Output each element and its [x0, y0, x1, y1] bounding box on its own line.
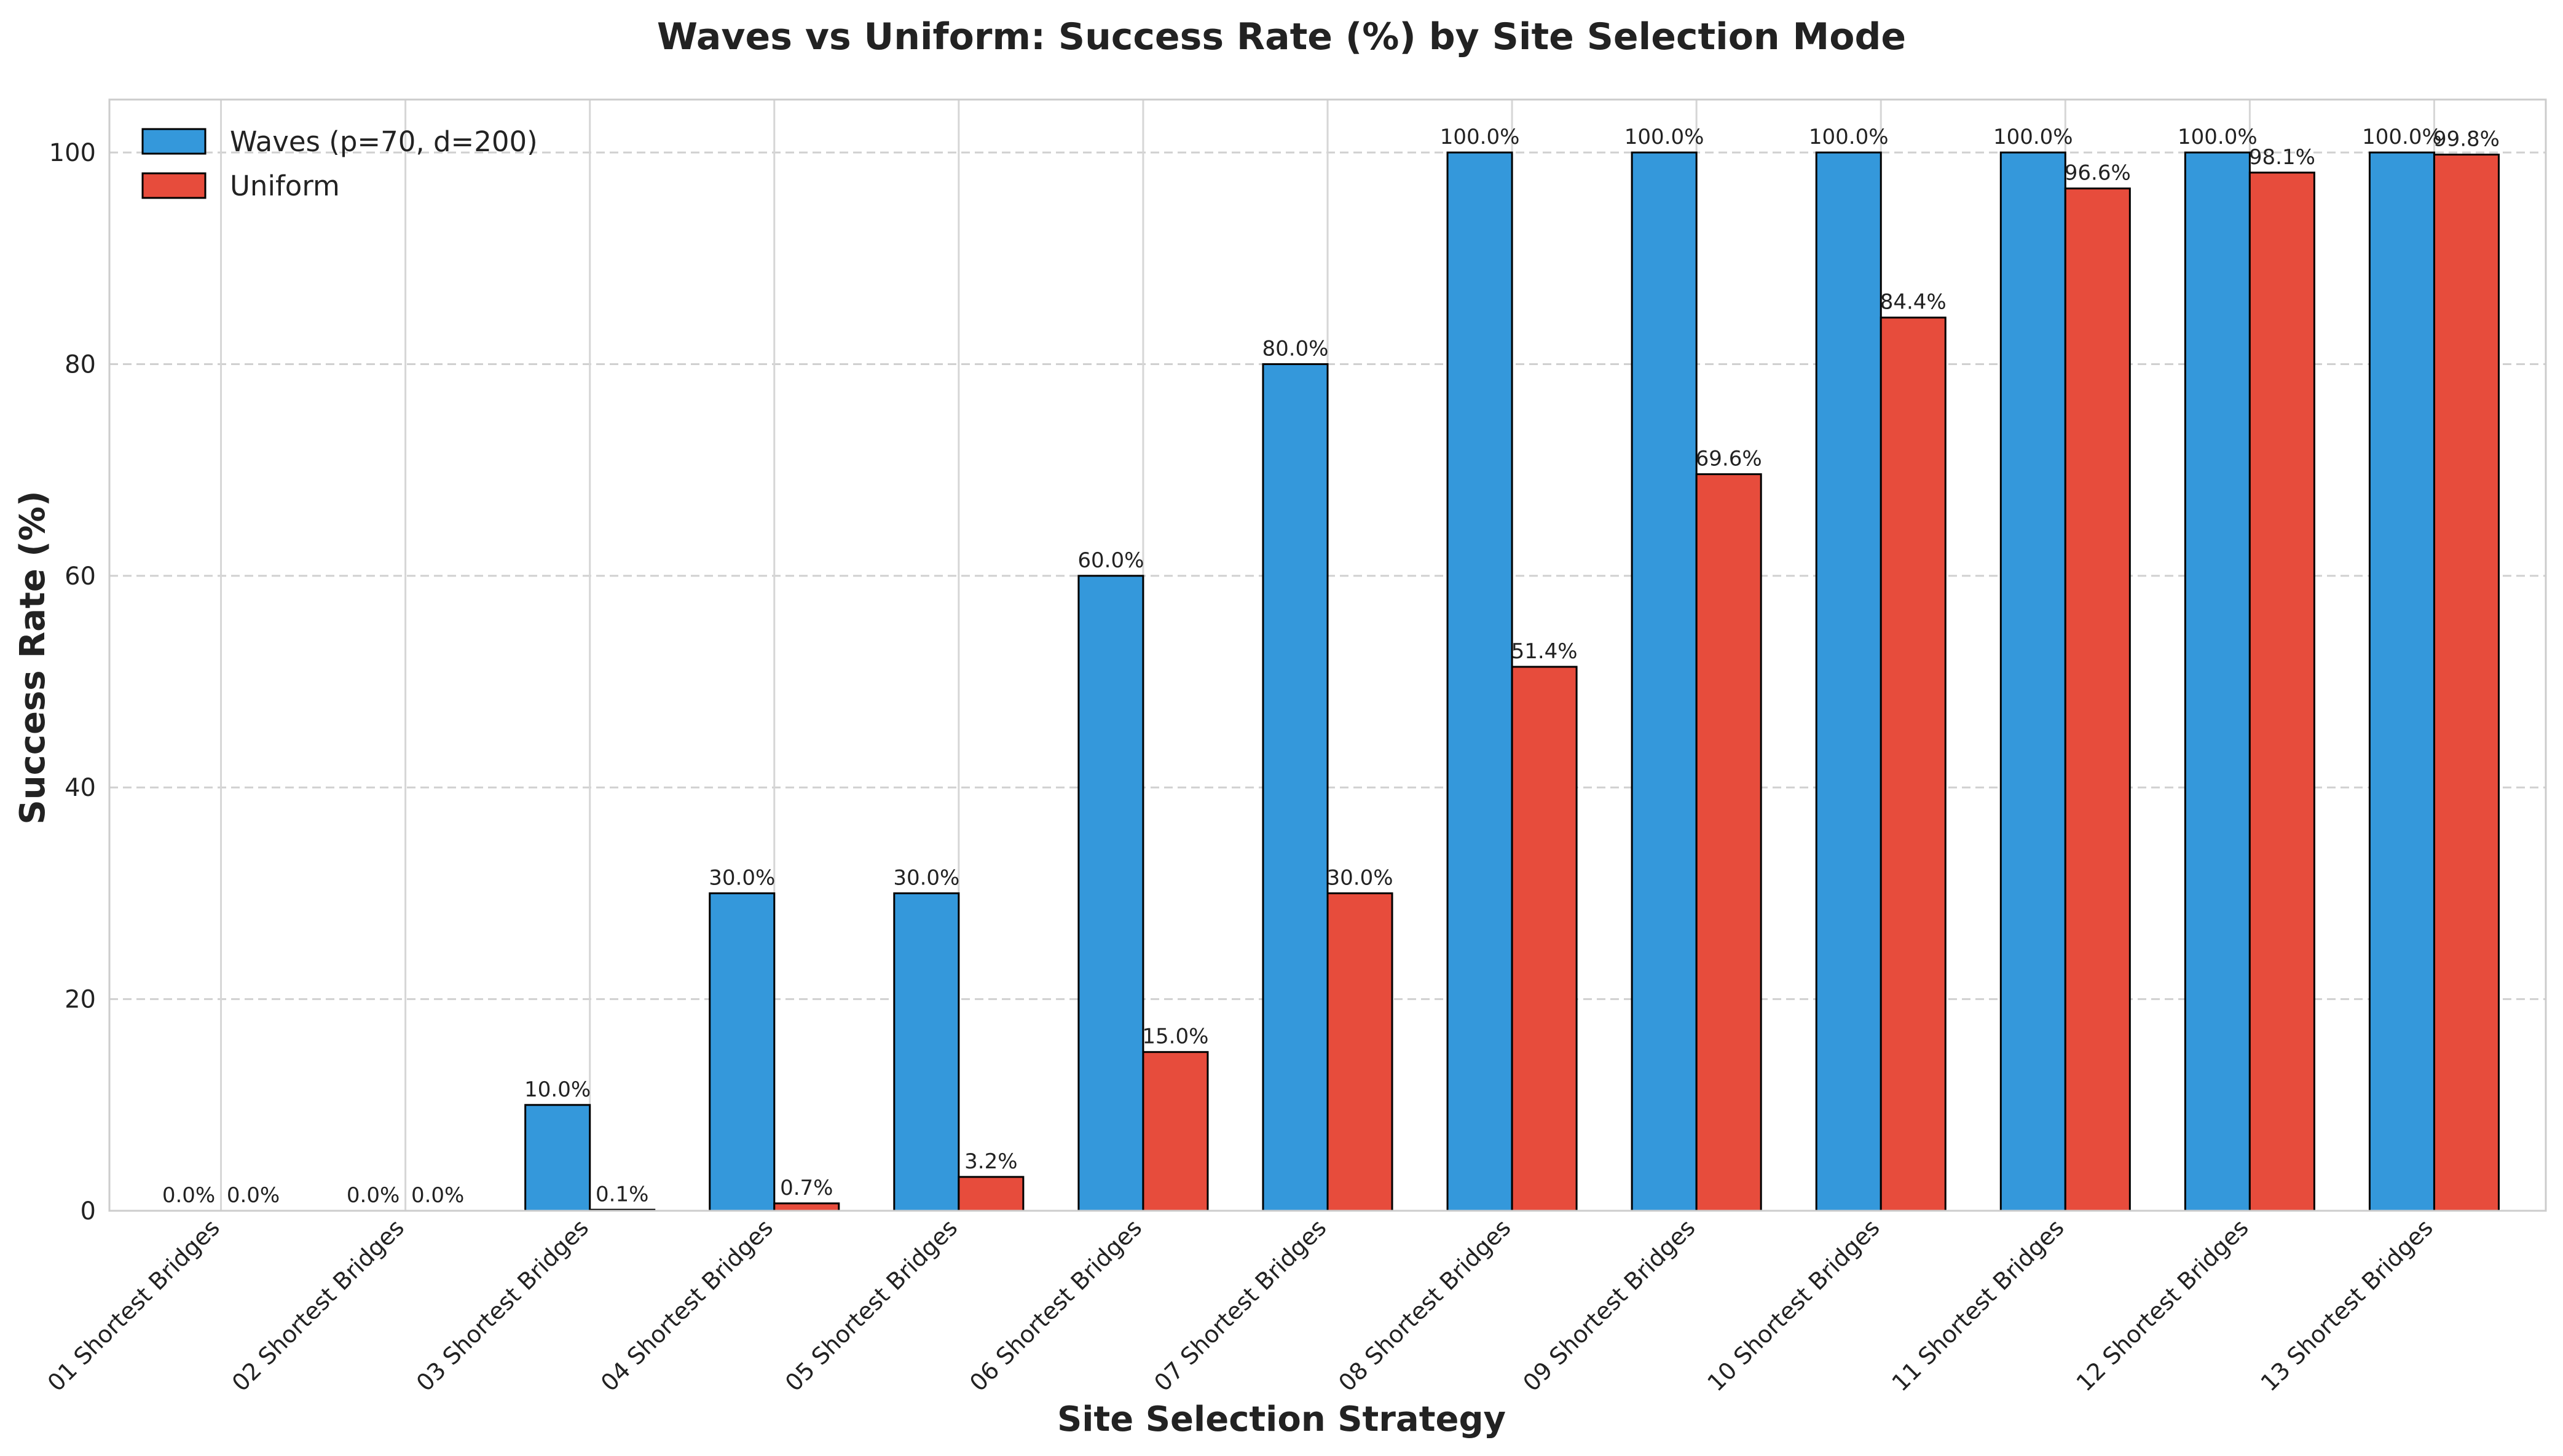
bar	[1815, 151, 1882, 1212]
data-label: 30.0%	[893, 865, 959, 890]
data-label: 100.0%	[1624, 125, 1704, 149]
data-label: 30.0%	[709, 865, 775, 890]
bar	[958, 1176, 1025, 1212]
data-label: 96.6%	[2065, 161, 2131, 186]
bar	[1511, 666, 1578, 1212]
legend-swatch	[141, 172, 207, 199]
data-label: 84.4%	[1880, 290, 1947, 315]
chart-title: Waves vs Uniform: Success Rate (%) by Si…	[657, 15, 1906, 58]
bar	[1999, 151, 2066, 1212]
data-label: 69.6%	[1696, 447, 1762, 471]
plot-area-frame	[108, 98, 2547, 1212]
y-tick-label: 80	[65, 350, 96, 379]
y-tick-label: 60	[65, 562, 96, 591]
data-label: 80.0%	[1262, 336, 1328, 361]
data-label: 30.0%	[1327, 865, 1393, 890]
bar	[1077, 575, 1144, 1212]
data-label: 0.0%	[227, 1183, 280, 1208]
y-tick-label: 100	[49, 139, 96, 167]
data-label: 0.0%	[411, 1183, 464, 1208]
bar	[773, 1202, 840, 1212]
data-label: 100.0%	[1440, 125, 1520, 149]
data-label: 0.0%	[162, 1183, 215, 1208]
data-label: 0.0%	[347, 1183, 400, 1208]
data-label: 100.0%	[2178, 125, 2258, 149]
legend-swatch	[141, 128, 207, 155]
bar	[1262, 363, 1329, 1212]
data-label: 15.0%	[1142, 1025, 1208, 1049]
bar	[1631, 151, 1698, 1212]
y-tick-label: 0	[81, 1197, 96, 1226]
y-tick-label: 40	[65, 774, 96, 802]
data-label: 99.8%	[2433, 127, 2500, 152]
data-labels: 0.0% 0.0% 10.0% 30.0% 30.0% 60.0% 80.0% 100.0% 1…	[162, 125, 2500, 1208]
data-label: 60.0%	[1077, 548, 1144, 573]
bar	[2433, 154, 2500, 1212]
legend-label: Uniform	[230, 170, 340, 202]
data-label: 0.7%	[780, 1176, 833, 1200]
x-axis-label: Site Selection Strategy	[1057, 1399, 1506, 1439]
bars	[524, 151, 2500, 1212]
bar	[1880, 317, 1947, 1212]
bar	[893, 892, 960, 1212]
bar	[2368, 151, 2435, 1212]
bar	[2064, 187, 2131, 1212]
bar	[1695, 473, 1762, 1212]
bar	[2184, 151, 2251, 1212]
data-label: 100.0%	[1993, 125, 2073, 149]
bar	[524, 1104, 591, 1212]
legend: Waves (p=70, d=200) Uniform	[141, 125, 538, 202]
data-label: 51.4%	[1511, 639, 1578, 664]
data-label: 10.0%	[524, 1077, 591, 1102]
bar	[1446, 151, 1513, 1212]
bar	[1142, 1051, 1209, 1212]
bar	[709, 892, 776, 1212]
data-label: 0.1%	[596, 1182, 648, 1206]
y-tick-label: 20	[65, 986, 96, 1014]
legend-label: Waves (p=70, d=200)	[230, 125, 538, 158]
data-label: 100.0%	[1809, 125, 1889, 149]
data-label: 3.2%	[964, 1149, 1017, 1174]
data-label: 98.1%	[2249, 145, 2315, 170]
data-label: 100.0%	[2362, 125, 2442, 149]
bar	[1326, 892, 1393, 1212]
y-axis-label: Success Rate (%)	[13, 490, 53, 824]
bar	[2248, 171, 2315, 1212]
